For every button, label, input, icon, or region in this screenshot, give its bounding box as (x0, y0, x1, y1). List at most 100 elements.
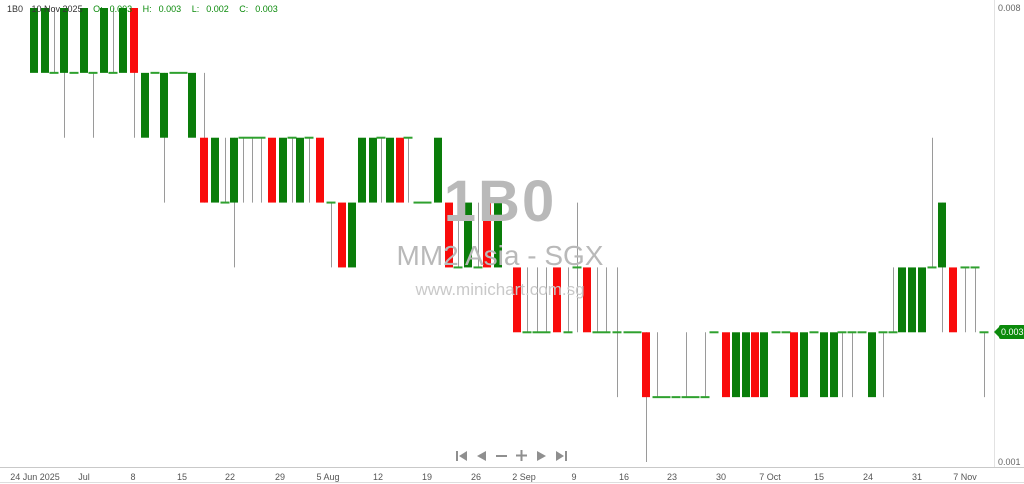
candle-doji-dash (522, 331, 532, 334)
candle-doji-dash (304, 136, 314, 139)
candle-down-body (338, 202, 346, 268)
info-ohlc: O: 0.003 H: 0.003 L: 0.002 C: 0.003 (93, 4, 285, 14)
candle-doji-dash (847, 331, 857, 334)
x-tick-label: 31 (911, 472, 923, 482)
candle-doji-dash (671, 396, 681, 399)
candle-doji-dash (809, 331, 819, 334)
candle-up-body (358, 137, 366, 203)
x-tick-label: 9 (571, 472, 577, 482)
candle-up-body (41, 8, 49, 73)
candle-up-body (141, 72, 149, 138)
candle-doji-dash (690, 396, 700, 399)
skip-start-icon (456, 450, 467, 461)
candle-doji-dash (403, 136, 413, 139)
candle-up-body (119, 8, 127, 73)
x-tick-label: 30 (715, 472, 727, 482)
x-tick-label: 12 (372, 472, 384, 482)
step-back-button[interactable] (475, 448, 488, 463)
candle-down-body (200, 137, 208, 203)
candle-up-body (188, 72, 196, 138)
candle-down-body (445, 202, 453, 268)
candle-doji-dash (927, 266, 937, 269)
candle-up-body (100, 8, 108, 73)
candle-up-body (938, 202, 946, 268)
open-value: 0.003 (109, 4, 133, 14)
x-tick-label: Jul (78, 472, 90, 482)
candle-doji-dash (220, 201, 230, 204)
candle-doji-dash (771, 331, 781, 334)
x-tick-label: 24 (862, 472, 874, 482)
high-label: H: (142, 4, 152, 14)
candle-up-body (732, 332, 740, 398)
candle-doji-dash (376, 136, 386, 139)
candle-doji-dash (781, 331, 791, 334)
candle-doji-dash (681, 396, 691, 399)
candle-doji-dash (88, 71, 98, 74)
candle-doji-dash (623, 331, 633, 334)
ohlc-info-bar: 1B0 10 Nov 2025 O: 0.003 H: 0.003 L: 0.002 … (7, 4, 285, 14)
candle-up-body (434, 137, 442, 203)
close-label: C: (239, 4, 249, 14)
x-tick-label: 26 (470, 472, 482, 482)
candle-doji-dash (178, 71, 188, 74)
candle-up-body (160, 72, 168, 138)
close-value: 0.003 (255, 4, 278, 14)
candle-doji-dash (709, 331, 719, 334)
candle-up-body (830, 332, 838, 398)
candle-down-body (316, 137, 324, 203)
candle-up-body (386, 137, 394, 203)
last-price-tag: 0.003 (999, 325, 1024, 339)
low-label: L: (191, 4, 200, 14)
y-axis-max-label: 0.008 (998, 3, 1021, 13)
candle-down-body (949, 267, 957, 333)
candle-doji-dash (473, 266, 483, 269)
candle-doji-dash (563, 331, 573, 334)
candle-down-body (583, 267, 591, 333)
x-axis-line (0, 467, 1024, 468)
candle-doji-dash (49, 71, 59, 74)
y-axis-separator (994, 0, 995, 467)
candle-doji-dash (592, 331, 602, 334)
candle-down-body (722, 332, 730, 398)
candle-doji-dash (979, 331, 989, 334)
x-tick-label: 23 (666, 472, 678, 482)
candle-doji-dash (960, 266, 970, 269)
candle-down-body (130, 8, 138, 73)
candle-doji-dash (837, 331, 847, 334)
triangle-right-icon (537, 450, 546, 461)
low-value: 0.002 (206, 4, 229, 14)
x-tick-label: 19 (421, 472, 433, 482)
candle-doji-dash (541, 331, 551, 334)
x-tick-label: 7 Nov (953, 472, 977, 482)
candle-doji-dash (169, 71, 179, 74)
candle-doji-dash (413, 201, 423, 204)
candle-up-body (296, 137, 304, 203)
candle-doji-dash (612, 331, 622, 334)
last-price-tag-arrow (994, 327, 999, 337)
candle-doji-dash (453, 266, 463, 269)
candle-up-body (369, 137, 377, 203)
candle-doji-dash (422, 201, 432, 204)
candle-up-body (820, 332, 828, 398)
candle-down-body (513, 267, 521, 333)
candle-up-body (30, 8, 38, 73)
x-tick-label: 16 (618, 472, 630, 482)
candle-doji-dash (150, 71, 160, 74)
candle-up-body (742, 332, 750, 398)
candle-doji-dash (857, 331, 867, 334)
zoom-out-button[interactable] (495, 448, 508, 463)
candle-doji-dash (69, 71, 79, 74)
candle-doji-dash (326, 201, 336, 204)
candle-down-body (483, 202, 491, 268)
candle-doji-dash (287, 136, 297, 139)
candle-up-body (918, 267, 926, 333)
skip-to-start-button[interactable] (455, 448, 468, 463)
skip-end-icon (556, 450, 567, 461)
step-forward-button[interactable] (535, 448, 548, 463)
candle-down-body (642, 332, 650, 398)
open-label: O: (93, 4, 103, 14)
x-tick-label: 15 (813, 472, 825, 482)
zoom-in-button[interactable] (515, 448, 528, 463)
skip-to-end-button[interactable] (555, 448, 568, 463)
